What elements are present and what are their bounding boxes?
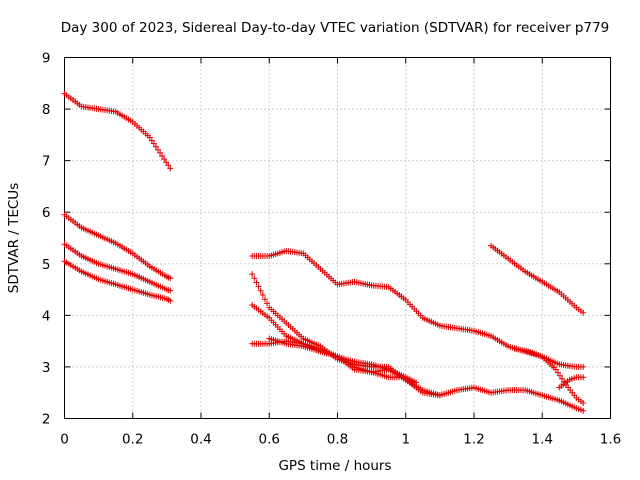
series-arc2 xyxy=(61,211,174,282)
series-arc3 xyxy=(61,241,174,294)
data-point xyxy=(152,143,159,150)
y-tick-label: 3 xyxy=(42,360,51,376)
data-point xyxy=(261,296,268,303)
series-arc8 xyxy=(249,338,402,381)
series-arc10 xyxy=(488,242,587,316)
data-point xyxy=(559,375,566,382)
x-tick-label: 0 xyxy=(60,432,69,448)
data-point xyxy=(257,287,264,294)
x-tick-label: 0.4 xyxy=(190,432,211,448)
data-point xyxy=(253,279,260,286)
y-tick-label: 7 xyxy=(42,154,51,170)
series-arc4 xyxy=(61,258,174,304)
data-point xyxy=(155,146,162,153)
data-point xyxy=(412,379,419,386)
series-arc5 xyxy=(249,247,587,370)
x-tick-label: 1.6 xyxy=(600,432,621,448)
data-point xyxy=(146,134,153,141)
data-point xyxy=(259,292,266,299)
x-tick-label: 0.2 xyxy=(122,432,143,448)
y-tick-label: 6 xyxy=(42,205,51,221)
data-point xyxy=(580,407,587,414)
data-point xyxy=(580,363,587,370)
data-point xyxy=(255,283,262,290)
data-point xyxy=(163,159,170,166)
series-arc1 xyxy=(61,90,174,172)
series-arc12 xyxy=(556,374,587,391)
grid-lines xyxy=(64,57,611,419)
data-point xyxy=(157,149,164,156)
data-point xyxy=(161,156,168,163)
y-tick-label: 4 xyxy=(42,308,51,324)
x-tick-label: 0.6 xyxy=(259,432,280,448)
x-tick-label: 1.4 xyxy=(532,432,553,448)
x-axis-label: GPS time / hours xyxy=(278,458,391,474)
data-point xyxy=(580,374,587,381)
y-axis-label: SDTVAR / TECUs xyxy=(6,183,22,293)
y-tick-label: 2 xyxy=(42,412,51,428)
data-point xyxy=(580,400,587,407)
chart-title: Day 300 of 2023, Sidereal Day-to-day VTE… xyxy=(61,20,610,36)
x-tick-label: 1 xyxy=(401,432,410,448)
series-arc11 xyxy=(511,345,587,407)
data-point xyxy=(249,271,256,278)
data-point xyxy=(556,372,563,379)
y-tick-label: 5 xyxy=(42,257,51,273)
data-point xyxy=(167,165,174,172)
x-tick-label: 1.2 xyxy=(463,432,484,448)
data-point xyxy=(165,162,172,169)
data-point xyxy=(251,275,258,282)
x-tick-label: 0.8 xyxy=(327,432,348,448)
data-point xyxy=(150,140,157,147)
data-point xyxy=(436,392,443,399)
y-tick-label: 8 xyxy=(42,102,51,118)
data-points xyxy=(61,90,587,414)
data-point xyxy=(167,297,174,304)
data-point xyxy=(167,287,174,294)
series-arc9 xyxy=(266,335,419,386)
data-point xyxy=(552,366,559,373)
y-tick-label: 9 xyxy=(42,51,51,67)
data-point xyxy=(580,309,587,316)
data-point xyxy=(554,369,561,376)
data-point xyxy=(148,137,155,144)
data-point xyxy=(159,153,166,160)
data-point xyxy=(264,300,271,307)
data-point xyxy=(167,275,174,282)
data-point xyxy=(561,378,568,385)
axis-ticks: 0 0.2 0.4 0.6 0.8 1 1.2 1.4 1.6 2 3 4 5 6 7 8 9 xyxy=(42,51,621,448)
